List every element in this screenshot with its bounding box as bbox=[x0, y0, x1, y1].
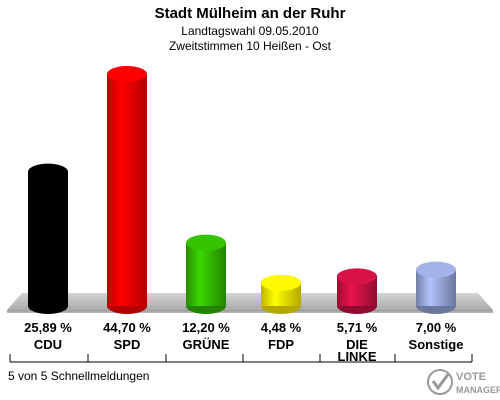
category-label-sonstige: Sonstige bbox=[409, 337, 464, 352]
bar-gruene-top bbox=[186, 234, 226, 251]
footer-status: 5 von 5 Schnellmeldungen bbox=[8, 369, 149, 383]
bar-die-linke bbox=[337, 268, 377, 314]
bar-fdp bbox=[261, 274, 301, 314]
bar-spd-top bbox=[107, 66, 147, 82]
category-label-gruene: GRÜNE bbox=[183, 337, 230, 352]
category-label-die-linke-2: LINKE bbox=[338, 349, 377, 364]
chart-subtitle-district: Zweitstimmen 10 Heißen - Ost bbox=[169, 39, 332, 53]
value-label-die-linke: 5,71 % bbox=[337, 320, 378, 335]
bar-spd-body bbox=[107, 74, 147, 306]
value-label-gruene: 12,20 % bbox=[182, 320, 230, 335]
vote-manager-logo-text-1: VOTE bbox=[456, 371, 486, 383]
category-label-fdp: FDP bbox=[268, 337, 294, 352]
bar-fdp-top bbox=[261, 274, 301, 291]
bar-sonstige bbox=[416, 261, 456, 314]
chart-title: Stadt Mülheim an der Ruhr bbox=[155, 5, 346, 22]
value-label-fdp: 4,48 % bbox=[261, 320, 302, 335]
labels-group: 25,89 % CDU 44,70 % SPD 12,20 % GRÜNE 4,48 % FD… bbox=[24, 320, 463, 364]
vote-manager-logo: VOTE MANAGER bbox=[427, 369, 500, 395]
bar-gruene bbox=[186, 234, 226, 314]
bars-group bbox=[28, 66, 456, 314]
value-label-spd: 44,70 % bbox=[103, 320, 151, 335]
bar-spd bbox=[107, 66, 147, 314]
bar-die-linke-top bbox=[337, 268, 377, 285]
value-label-cdu: 25,89 % bbox=[24, 320, 72, 335]
bar-cdu-body bbox=[28, 171, 68, 306]
category-label-die-linke-1: DIE bbox=[346, 337, 368, 352]
chart-subtitle-date: Landtagswahl 09.05.2010 bbox=[181, 24, 319, 38]
category-label-cdu: CDU bbox=[34, 337, 62, 352]
value-label-sonstige: 7,00 % bbox=[416, 320, 457, 335]
vote-manager-logo-text-2: MANAGER bbox=[456, 385, 500, 395]
bar-cdu bbox=[28, 163, 68, 314]
category-tick-group bbox=[9, 354, 473, 363]
category-label-spd: SPD bbox=[114, 337, 141, 352]
bar-gruene-body bbox=[186, 242, 226, 306]
chart-floor-front bbox=[7, 310, 493, 313]
bar-cdu-top bbox=[28, 163, 68, 180]
bar-sonstige-top bbox=[416, 261, 456, 278]
